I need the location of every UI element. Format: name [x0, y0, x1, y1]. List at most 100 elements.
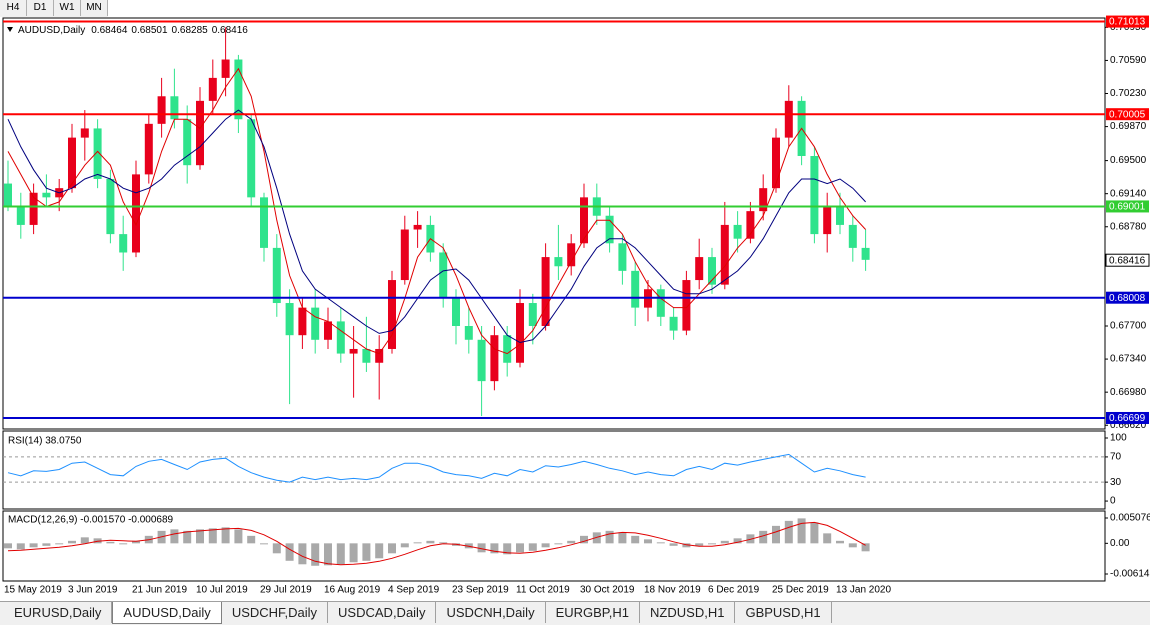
candle-body [311, 307, 320, 340]
histogram-bar [580, 535, 588, 544]
candle-body [183, 119, 192, 166]
candle-body [68, 137, 76, 189]
candle-body [503, 335, 512, 363]
x-tick-label: 25 Dec 2019 [772, 585, 829, 596]
x-tick-label: 13 Jan 2020 [836, 585, 891, 596]
histogram-bar [797, 518, 806, 544]
histogram-bar [324, 543, 332, 566]
histogram-bar [183, 530, 192, 544]
symbol-tab[interactable]: USDCHF,Daily [222, 602, 329, 623]
candle-body [605, 215, 614, 244]
histogram-bar [272, 543, 281, 554]
candle-body [16, 206, 25, 225]
symbol-tab[interactable]: EURUSD,Daily [4, 602, 113, 623]
x-tick-label: 4 Sep 2019 [388, 585, 440, 596]
price-label: 0.68416 [1109, 255, 1146, 266]
histogram-bar [631, 535, 640, 544]
x-tick-label: 18 Nov 2019 [644, 585, 701, 596]
y-tick-label: 0.00 [1110, 538, 1130, 549]
candle-body [170, 96, 179, 120]
candle-body [42, 192, 51, 198]
histogram-bar [349, 543, 358, 563]
x-tick-label: 29 Jul 2019 [260, 585, 312, 596]
candle-body [413, 224, 422, 230]
ohlc-value: 0.68416 [212, 25, 249, 36]
candle-body [490, 335, 499, 382]
x-tick-label: 15 May 2019 [4, 585, 62, 596]
candle-body [400, 229, 409, 281]
histogram-bar [311, 543, 320, 566]
y-tick-label: -0.006148 [1110, 569, 1150, 580]
candle-body [618, 243, 627, 271]
level-label: 0.71013 [1109, 17, 1146, 28]
symbol-tab[interactable]: EURGBP,H1 [546, 602, 641, 623]
y-tick-label: 0.69140 [1110, 188, 1147, 199]
histogram-bar [298, 543, 307, 565]
histogram-bar [439, 542, 448, 544]
candle-body [196, 100, 204, 166]
candle-body [208, 77, 217, 101]
candle-body [708, 257, 716, 285]
timeframe-button[interactable]: W1 [54, 0, 81, 16]
timeframe-button[interactable]: MN [81, 0, 108, 16]
x-tick-label: 10 Jul 2019 [196, 585, 248, 596]
timeframe-button[interactable]: D1 [27, 0, 54, 16]
histogram-bar [388, 543, 396, 554]
candle-body [541, 257, 550, 326]
candle-body [848, 224, 857, 248]
symbol-title: AUDUSD,Daily [18, 25, 85, 36]
histogram-bar [285, 543, 294, 561]
y-tick-label: 0.67700 [1110, 321, 1147, 332]
candle-body [477, 339, 486, 382]
x-tick-label: 3 Jun 2019 [68, 585, 118, 596]
symbol-tab[interactable]: USDCAD,Daily [328, 602, 437, 623]
y-tick-label: 100 [1110, 433, 1127, 444]
symbol-tabs: EURUSD,Daily AUDUSD,Daily USDCHF,Daily USDC… [0, 601, 1150, 625]
x-tick-label: 21 Jun 2019 [132, 585, 187, 596]
symbol-tab[interactable]: NZDUSD,H1 [640, 602, 736, 623]
histogram-bar [682, 543, 691, 548]
candle-body [452, 298, 460, 326]
symbol-tab[interactable]: AUDUSD,Daily [112, 602, 222, 624]
histogram-bar [848, 543, 857, 548]
histogram-bar [516, 543, 524, 553]
y-tick-label: 70 [1110, 452, 1122, 463]
y-tick-label: 0.66980 [1110, 387, 1147, 398]
indicator-title: MACD(12,26,9) -0.001570 -0.000689 [8, 515, 174, 526]
y-tick-label: 0 [1110, 496, 1116, 507]
candle-body [759, 188, 768, 212]
candle-body [272, 247, 281, 304]
candle-body [157, 96, 166, 124]
y-tick-label: 0.66620 [1110, 420, 1147, 431]
level-label-box [1106, 200, 1149, 213]
histogram-bar [567, 540, 576, 544]
histogram-bar [4, 543, 12, 549]
histogram-bar [55, 543, 64, 545]
ohlc-value: 0.68501 [131, 25, 168, 36]
level-label-box [1106, 15, 1149, 28]
symbol-tab[interactable]: GBPUSD,H1 [735, 602, 832, 623]
candle-body [720, 224, 729, 285]
histogram-bar [861, 543, 870, 552]
candle-body [823, 206, 832, 235]
candle-body [733, 224, 742, 239]
rsi-line [7, 453, 866, 483]
candle-body [247, 119, 256, 198]
histogram-bar [362, 543, 371, 561]
candle-body [861, 247, 870, 260]
timeframe-button[interactable]: H4 [0, 0, 27, 16]
histogram-bar [170, 529, 179, 544]
candle-body [516, 303, 524, 363]
candle-body [119, 234, 128, 253]
histogram-bar [400, 543, 409, 548]
histogram-bar [784, 520, 793, 544]
candle-body [580, 197, 588, 244]
candle-body [439, 252, 448, 299]
menu-arrow [7, 27, 13, 32]
symbol-tab[interactable]: USDCNH,Daily [436, 602, 546, 623]
candle-body [784, 100, 793, 138]
y-tick-label: 0.005076 [1110, 513, 1150, 524]
candle-body [656, 289, 665, 317]
level-label-box [1106, 291, 1149, 304]
